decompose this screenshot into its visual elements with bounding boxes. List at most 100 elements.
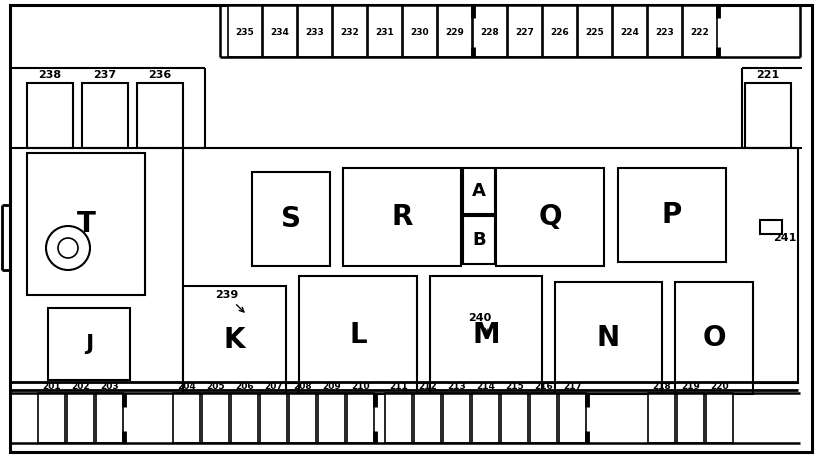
Text: 211: 211 <box>389 382 408 391</box>
Text: 223: 223 <box>656 27 674 37</box>
Text: 212: 212 <box>418 382 436 391</box>
Bar <box>496 168 604 266</box>
Bar <box>96 393 123 443</box>
Text: 241: 241 <box>773 233 797 243</box>
Text: 227: 227 <box>515 27 534 37</box>
Bar <box>67 393 94 443</box>
Bar <box>543 5 577 57</box>
Text: K: K <box>224 326 245 354</box>
Text: 226: 226 <box>551 27 570 37</box>
Text: 217: 217 <box>563 382 582 391</box>
Text: P: P <box>662 201 682 229</box>
Bar <box>333 5 367 57</box>
Text: 207: 207 <box>264 382 283 391</box>
Bar <box>508 5 542 57</box>
Bar <box>760 220 782 234</box>
Bar <box>530 393 557 443</box>
Bar <box>559 393 586 443</box>
Bar <box>463 216 495 264</box>
Bar <box>183 286 286 394</box>
Text: 215: 215 <box>506 382 524 391</box>
Text: L: L <box>349 321 367 349</box>
Text: R: R <box>391 203 413 231</box>
Text: 235: 235 <box>236 27 254 37</box>
Bar <box>27 83 73 148</box>
Bar <box>745 83 791 148</box>
Text: 213: 213 <box>447 382 466 391</box>
Bar <box>473 5 507 57</box>
Bar <box>648 5 682 57</box>
Text: 204: 204 <box>177 382 196 391</box>
Bar <box>613 5 647 57</box>
Bar <box>263 5 297 57</box>
Bar <box>438 5 472 57</box>
Bar <box>501 393 528 443</box>
Text: 209: 209 <box>322 382 341 391</box>
Text: 216: 216 <box>534 382 553 391</box>
Text: 205: 205 <box>206 382 224 391</box>
Text: 232: 232 <box>340 27 359 37</box>
Bar <box>231 393 258 443</box>
Bar <box>343 168 461 266</box>
Bar <box>252 172 330 266</box>
Text: M: M <box>472 321 500 349</box>
Text: 208: 208 <box>293 382 312 391</box>
Text: 210: 210 <box>351 382 370 391</box>
Text: Q: Q <box>538 203 561 231</box>
Bar <box>443 393 470 443</box>
Text: 218: 218 <box>652 382 671 391</box>
Bar <box>463 168 495 214</box>
Bar <box>82 83 128 148</box>
Bar <box>648 393 675 443</box>
Bar <box>38 393 65 443</box>
Bar <box>555 282 662 394</box>
Text: J: J <box>85 334 93 354</box>
Bar <box>173 393 200 443</box>
Text: 229: 229 <box>446 27 464 37</box>
Text: 221: 221 <box>756 70 779 80</box>
Circle shape <box>46 226 90 270</box>
Text: 228: 228 <box>481 27 500 37</box>
Text: 234: 234 <box>270 27 289 37</box>
Text: B: B <box>472 231 486 249</box>
Bar <box>368 5 402 57</box>
Text: A: A <box>472 182 486 200</box>
Bar <box>289 393 316 443</box>
Bar <box>677 393 704 443</box>
Bar <box>202 393 229 443</box>
Bar <box>430 276 542 394</box>
Text: 238: 238 <box>39 70 62 80</box>
Bar <box>706 393 733 443</box>
Text: 203: 203 <box>100 382 119 391</box>
Text: 231: 231 <box>376 27 395 37</box>
Text: 224: 224 <box>621 27 640 37</box>
Bar <box>683 5 717 57</box>
Text: 206: 206 <box>235 382 254 391</box>
Text: 236: 236 <box>149 70 172 80</box>
Text: N: N <box>597 324 620 352</box>
Bar <box>318 393 345 443</box>
Text: 239: 239 <box>215 290 244 312</box>
Text: 230: 230 <box>411 27 429 37</box>
Text: 201: 201 <box>42 382 61 391</box>
Text: 214: 214 <box>476 382 495 391</box>
Text: 240: 240 <box>468 313 492 334</box>
Text: 225: 225 <box>585 27 604 37</box>
Text: T: T <box>76 210 95 238</box>
Bar <box>414 393 441 443</box>
Bar <box>298 5 332 57</box>
Text: 222: 222 <box>690 27 709 37</box>
Bar <box>48 308 130 380</box>
Text: 220: 220 <box>710 382 729 391</box>
Text: 219: 219 <box>681 382 700 391</box>
Text: 202: 202 <box>72 382 90 391</box>
Bar <box>578 5 612 57</box>
Circle shape <box>58 238 78 258</box>
Bar <box>618 168 726 262</box>
Bar <box>347 393 374 443</box>
Text: S: S <box>281 205 301 233</box>
Bar <box>137 83 183 148</box>
Bar <box>27 153 145 295</box>
Bar <box>472 393 499 443</box>
Bar <box>675 282 753 394</box>
